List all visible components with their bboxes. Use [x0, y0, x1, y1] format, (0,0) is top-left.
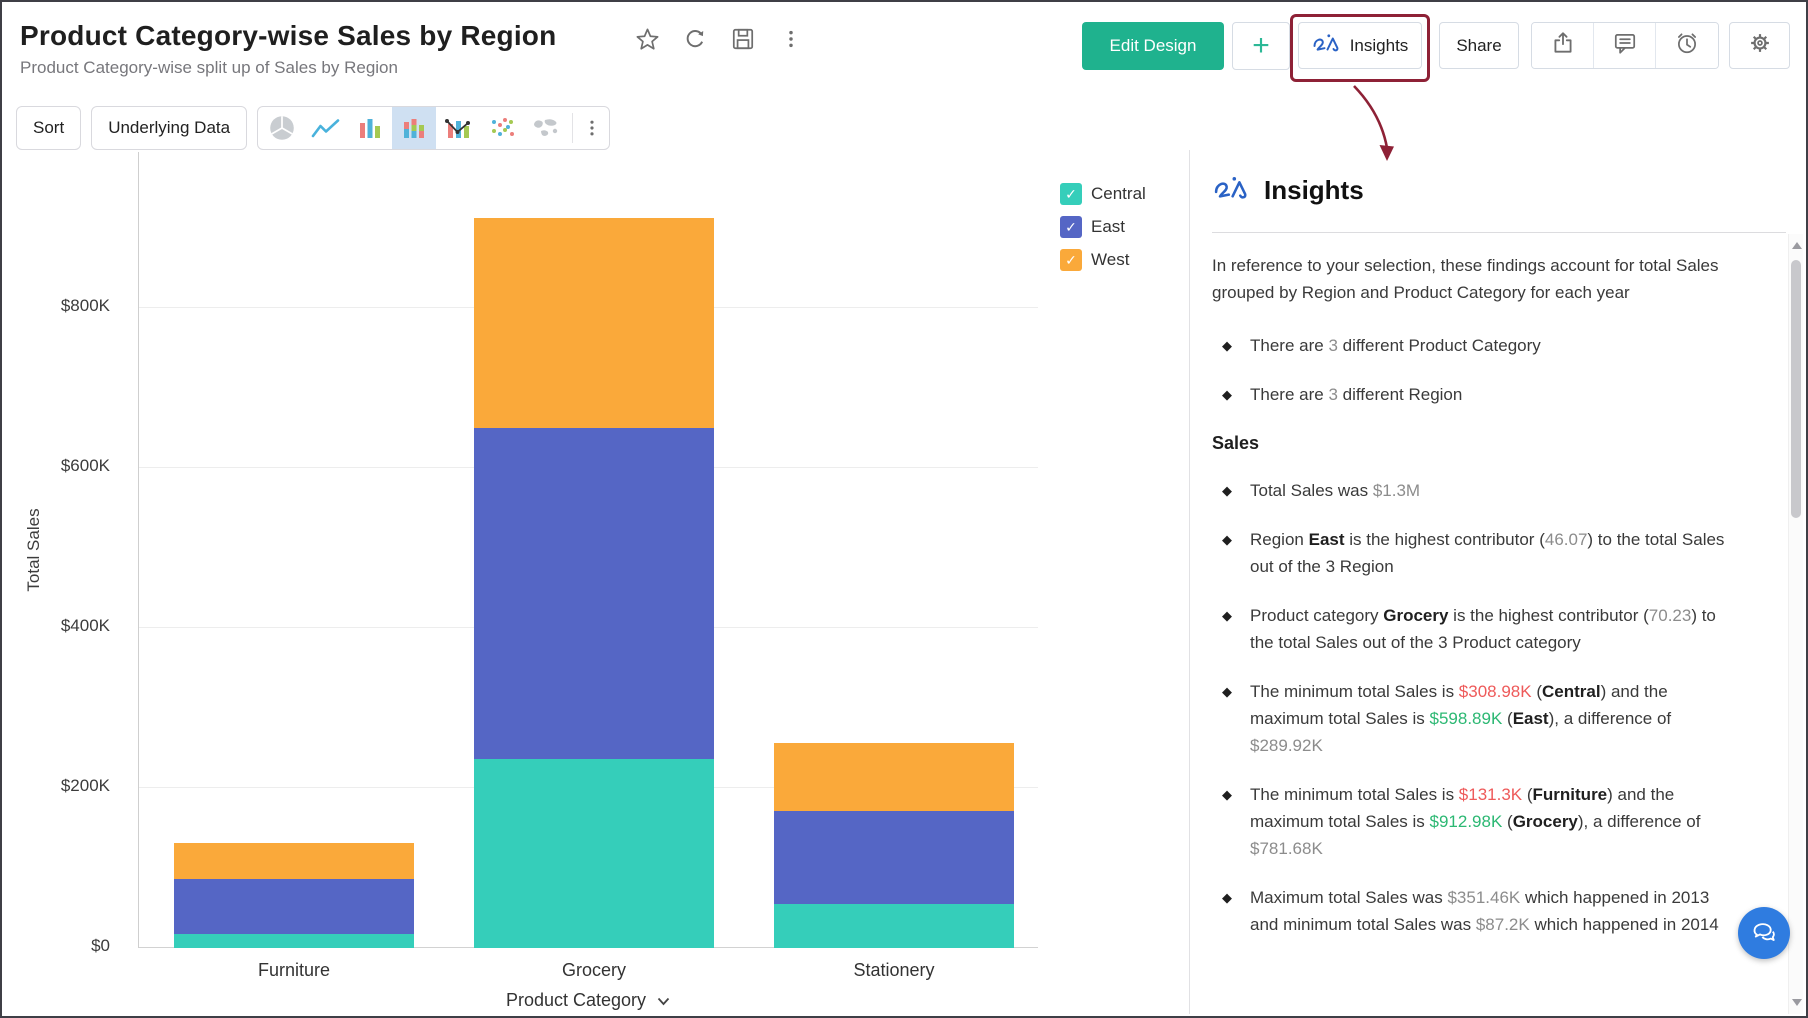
export-icon	[1550, 30, 1576, 61]
stacked-bar-chart	[138, 152, 1038, 948]
combo-chart-icon[interactable]	[436, 107, 480, 149]
insight-sales-bullet: ◆ The minimum total Sales is $131.3K (Fur…	[1212, 781, 1732, 862]
bar-segment-furniture-east[interactable]	[174, 879, 414, 934]
bullet-diamond-icon: ◆	[1222, 890, 1232, 905]
panel-divider	[1189, 150, 1190, 1014]
legend-item-west[interactable]: ✓ West	[1060, 249, 1146, 271]
scroll-up-arrow[interactable]	[1792, 242, 1802, 249]
x-tick-label: Stationery	[853, 960, 935, 980]
bar-segment-furniture-west[interactable]	[174, 842, 414, 880]
insights-scrollbar	[1788, 234, 1803, 1014]
sort-button[interactable]: Sort	[16, 106, 82, 150]
legend-label: East	[1091, 217, 1126, 236]
x-axis-title: Product Category	[505, 990, 647, 1010]
insight-sales-bullet: ◆ Product category Grocery is the highest…	[1212, 602, 1732, 656]
gear-icon	[1747, 30, 1773, 61]
bar-segment-grocery-central[interactable]	[474, 759, 714, 948]
insight-sales-bullet: ◆ Region East is the highest contributor …	[1212, 526, 1732, 580]
legend-checkbox[interactable]: ✓	[1060, 216, 1082, 238]
annotation-highlight-box	[1290, 14, 1430, 82]
line-chart-icon[interactable]	[304, 107, 348, 149]
share-button[interactable]: Share	[1439, 22, 1519, 69]
x-tick-label: Grocery	[561, 960, 626, 980]
bar-segment-stationery-west[interactable]	[774, 743, 1014, 811]
insight-sales-bullet: ◆ Maximum total Sales was $351.46K which …	[1212, 884, 1732, 938]
legend-label: Central	[1091, 184, 1146, 203]
insights-heading-divider	[1212, 232, 1786, 233]
bullet-diamond-icon: ◆	[1222, 684, 1232, 699]
map-chart-icon[interactable]	[524, 107, 568, 149]
chart-type-more-icon[interactable]	[577, 107, 607, 149]
chat-bubbles-icon	[1749, 916, 1779, 951]
y-tick-label: $200K	[60, 776, 110, 795]
comment-icon	[1612, 30, 1638, 61]
edit-design-button[interactable]: Edit Design	[1082, 22, 1224, 70]
bar-segment-stationery-east[interactable]	[774, 810, 1014, 905]
insights-intro: In reference to your selection, these fi…	[1212, 256, 1719, 302]
scroll-down-arrow[interactable]	[1792, 999, 1802, 1006]
insight-count-bullet: ◆ There are 3 different Region	[1212, 381, 1732, 408]
zia-icon	[1312, 32, 1342, 59]
favorite-star-icon[interactable]	[632, 24, 662, 54]
bar-segment-stationery-central[interactable]	[774, 904, 1014, 948]
zia-icon-large	[1212, 174, 1252, 207]
add-button[interactable]: +	[1232, 22, 1290, 70]
bar-segment-furniture-central[interactable]	[174, 933, 414, 948]
underlying-data-button[interactable]: Underlying Data	[91, 106, 248, 150]
scrollbar-thumb[interactable]	[1791, 260, 1801, 518]
comments-button[interactable]	[1594, 23, 1656, 68]
chevron-down-icon	[657, 997, 670, 1006]
stacked-bar-chart-icon[interactable]	[392, 107, 437, 149]
insight-sales-bullet: ◆ Total Sales was $1.3M	[1212, 477, 1732, 504]
y-tick-label: $800K	[60, 296, 110, 315]
toolbar-divider	[572, 113, 574, 143]
bullet-diamond-icon: ◆	[1222, 608, 1232, 623]
bullet-diamond-icon: ◆	[1222, 338, 1232, 353]
y-axis-line	[138, 152, 139, 948]
x-tick-label: Furniture	[257, 960, 331, 980]
insights-button[interactable]: Insights	[1298, 22, 1422, 69]
bullet-diamond-icon: ◆	[1222, 532, 1232, 547]
insight-sales-bullet: ◆ The minimum total Sales is $308.98K (Ce…	[1212, 678, 1732, 759]
y-tick-label: $600K	[60, 456, 110, 475]
refresh-icon[interactable]	[680, 24, 710, 54]
bar-chart-icon[interactable]	[348, 107, 392, 149]
page-subtitle: Product Category-wise split up of Sales …	[20, 58, 398, 77]
y-tick-label: $0	[91, 936, 110, 955]
scatter-plot-icon[interactable]	[480, 107, 524, 149]
settings-button[interactable]	[1729, 22, 1790, 69]
legend-item-east[interactable]: ✓ East	[1060, 216, 1146, 238]
insights-sales-heading: Sales	[1212, 433, 1260, 453]
chart-legend: ✓ Central ✓ East ✓ West	[1060, 183, 1146, 271]
legend-checkbox[interactable]: ✓	[1060, 183, 1082, 205]
export-button[interactable]	[1532, 23, 1594, 68]
y-axis-tick-labels: $0 $200K $400K $600K $800K	[2, 152, 110, 955]
alarm-clock-icon	[1674, 30, 1700, 61]
legend-label: West	[1091, 250, 1130, 269]
pie-chart-icon[interactable]	[260, 107, 304, 149]
bar-segment-grocery-west[interactable]	[474, 217, 714, 428]
legend-item-central[interactable]: ✓ Central	[1060, 183, 1146, 205]
insights-content: In reference to your selection, these fi…	[1212, 252, 1732, 1010]
chat-assistant-button[interactable]	[1738, 907, 1790, 959]
bullet-diamond-icon: ◆	[1222, 387, 1232, 402]
x-axis-title-dropdown[interactable]: Product Category	[138, 990, 1038, 1011]
insight-count-bullet: ◆ There are 3 different Product Category	[1212, 332, 1732, 359]
legend-checkbox[interactable]: ✓	[1060, 249, 1082, 271]
bar-segment-grocery-east[interactable]	[474, 428, 714, 760]
save-icon[interactable]	[728, 24, 758, 54]
page-title: Product Category-wise Sales by Region	[20, 20, 557, 51]
chart-type-switcher	[257, 106, 611, 150]
y-tick-label: $400K	[60, 616, 110, 635]
schedule-button[interactable]	[1656, 23, 1718, 68]
insights-panel-title: Insights	[1264, 175, 1364, 205]
bullet-diamond-icon: ◆	[1222, 787, 1232, 802]
more-vertical-icon[interactable]	[776, 24, 806, 54]
bullet-diamond-icon: ◆	[1222, 483, 1232, 498]
insights-button-label: Insights	[1349, 35, 1409, 55]
